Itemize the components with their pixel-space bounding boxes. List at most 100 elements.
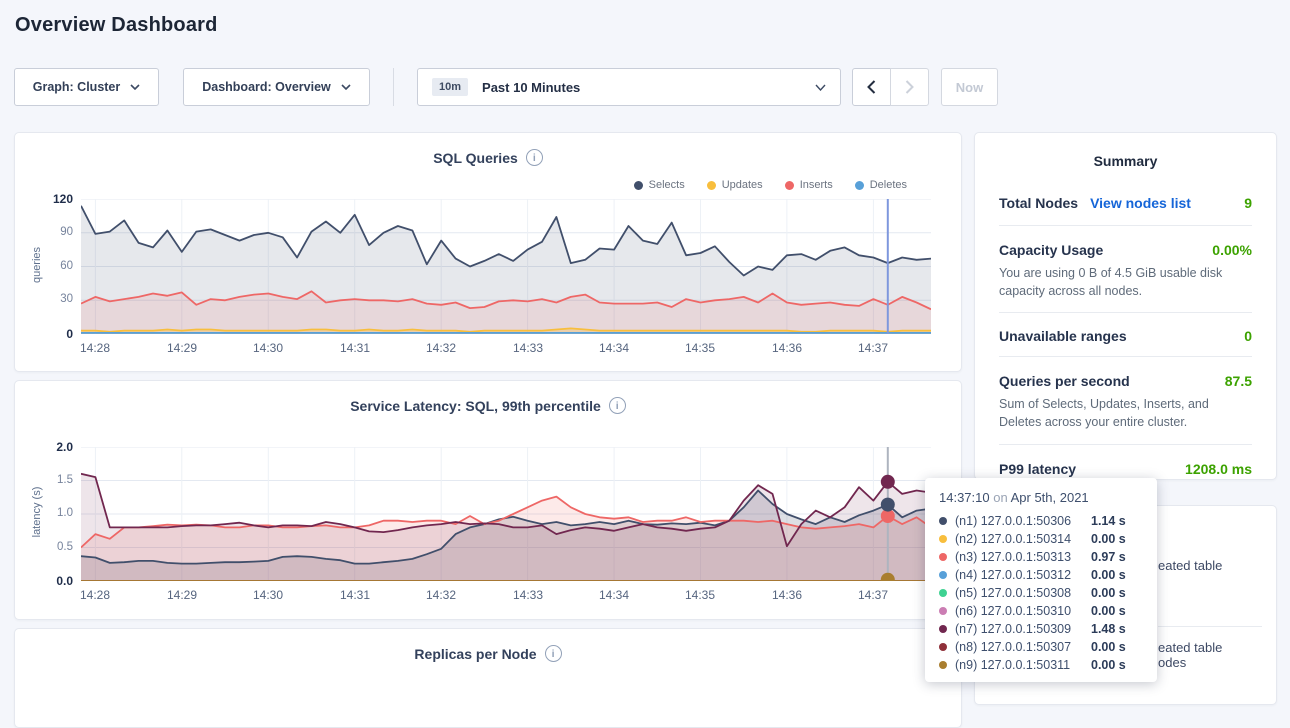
node-latency-value: 0.97 s bbox=[1091, 550, 1126, 564]
x-axis-tick: 14:37 bbox=[857, 341, 889, 355]
node-latency-value: 1.14 s bbox=[1091, 514, 1126, 528]
x-axis-tick: 14:29 bbox=[166, 341, 198, 355]
x-axis-tick: 14:28 bbox=[79, 341, 111, 355]
x-axis-tick: 14:35 bbox=[684, 341, 716, 355]
tooltip-node-row: (n5) 127.0.0.1:50308 0.00 s bbox=[939, 584, 1143, 602]
tooltip-node-row: (n9) 127.0.0.1:50311 0.00 s bbox=[939, 656, 1143, 674]
legend-dot bbox=[633, 180, 643, 190]
node-color-dot bbox=[939, 571, 947, 579]
info-icon[interactable]: i bbox=[544, 645, 562, 662]
chart-legend: Selects Updates Inserts Deletes bbox=[633, 179, 907, 191]
view-nodes-list-link[interactable]: View nodes list bbox=[1090, 195, 1191, 211]
capacity-usage-description: You are using 0 B of 4.5 GiB usable disk… bbox=[999, 266, 1223, 299]
time-range-badge: 10m bbox=[432, 78, 469, 96]
time-range-label: Past 10 Minutes bbox=[482, 79, 581, 95]
chevron-down-icon bbox=[130, 84, 140, 90]
y-axis-tick: 60 bbox=[60, 260, 73, 272]
legend-item[interactable]: Inserts bbox=[784, 179, 833, 191]
legend-item[interactable]: Updates bbox=[706, 179, 763, 191]
capacity-usage-row: Capacity Usage 0.00% bbox=[975, 242, 1276, 258]
y-axis-tick: 0 bbox=[66, 327, 73, 341]
x-axis-tick: 14:32 bbox=[425, 341, 457, 355]
event-item-text: odes bbox=[1158, 655, 1187, 670]
node-color-dot bbox=[939, 517, 947, 525]
chart-title: SQL Queries bbox=[433, 149, 518, 166]
chart-title: Service Latency: SQL, 99th percentile bbox=[350, 397, 601, 414]
node-address: (n8) 127.0.0.1:50307 bbox=[955, 640, 1072, 654]
node-color-dot bbox=[939, 535, 947, 543]
divider bbox=[1158, 626, 1262, 627]
x-axis-tick: 14:28 bbox=[79, 588, 111, 602]
legend-item[interactable]: Selects bbox=[633, 179, 685, 191]
x-axis-tick: 14:36 bbox=[771, 341, 803, 355]
prev-range-button[interactable] bbox=[852, 68, 891, 106]
capacity-usage-value: 0.00% bbox=[1212, 242, 1252, 258]
queries-per-second-value: 87.5 bbox=[1224, 373, 1252, 390]
info-icon[interactable]: i bbox=[525, 149, 543, 166]
dashboard-dropdown[interactable]: Dashboard: Overview bbox=[183, 68, 370, 106]
total-nodes-label: Total Nodes bbox=[999, 195, 1079, 211]
node-color-dot bbox=[939, 589, 947, 597]
chevron-down-icon bbox=[341, 84, 351, 90]
total-nodes-row: Total Nodes View nodes list 9 bbox=[975, 195, 1276, 211]
event-item-text: eated table bbox=[1158, 558, 1223, 573]
toolbar-divider bbox=[393, 68, 394, 106]
x-axis-tick: 14:31 bbox=[339, 341, 371, 355]
tooltip-node-row: (n8) 127.0.0.1:50307 0.00 s bbox=[939, 638, 1143, 656]
node-latency-value: 0.00 s bbox=[1091, 640, 1126, 654]
info-icon[interactable]: i bbox=[608, 397, 626, 414]
legend-item[interactable]: Deletes bbox=[854, 179, 907, 191]
latency-chart-plot[interactable] bbox=[80, 446, 932, 587]
node-address: (n5) 127.0.0.1:50308 bbox=[955, 586, 1072, 600]
legend-label: Updates bbox=[721, 179, 763, 191]
legend-dot bbox=[706, 180, 716, 190]
divider bbox=[999, 356, 1252, 358]
y-axis-tick: 1.5 bbox=[57, 474, 73, 486]
time-range-picker[interactable]: 10m Past 10 Minutes bbox=[417, 68, 841, 106]
node-address: (n9) 127.0.0.1:50311 bbox=[955, 658, 1071, 672]
node-color-dot bbox=[939, 643, 947, 651]
graph-dropdown-label: Graph: Cluster bbox=[32, 80, 121, 94]
tooltip-node-row: (n6) 127.0.0.1:50310 0.00 s bbox=[939, 602, 1143, 620]
next-range-button[interactable] bbox=[890, 68, 929, 106]
tooltip-node-row: (n1) 127.0.0.1:50306 1.14 s bbox=[939, 512, 1143, 530]
node-color-dot bbox=[939, 625, 947, 633]
tooltip-timestamp: 14:37:10 on Apr 5th, 2021 bbox=[939, 490, 1143, 505]
now-button[interactable]: Now bbox=[941, 68, 998, 106]
x-axis-tick: 14:37 bbox=[857, 588, 889, 602]
divider bbox=[999, 225, 1252, 226]
unavailable-ranges-value: 0 bbox=[1244, 328, 1252, 345]
node-latency-value: 1.48 s bbox=[1091, 622, 1126, 636]
node-color-dot bbox=[939, 553, 947, 561]
queries-per-second-label: Queries per second bbox=[999, 373, 1130, 390]
x-axis-tick: 14:31 bbox=[339, 588, 371, 602]
x-axis-tick: 14:32 bbox=[425, 588, 457, 602]
y-axis-tick: 1.0 bbox=[57, 507, 73, 519]
y-axis-tick: 30 bbox=[60, 293, 73, 305]
summary-card: Summary Total Nodes View nodes list 9 Ca… bbox=[974, 132, 1277, 480]
x-axis-tick: 14:34 bbox=[598, 341, 630, 355]
p99-latency-row: P99 latency 1208.0 ms bbox=[975, 461, 1276, 477]
tooltip-date: Apr 5th, 2021 bbox=[1010, 490, 1089, 505]
tooltip-node-row: (n4) 127.0.0.1:50312 0.00 s bbox=[939, 566, 1143, 584]
x-axis-tick: 14:33 bbox=[512, 341, 544, 355]
sql-chart-plot[interactable] bbox=[80, 198, 932, 335]
divider bbox=[999, 312, 1252, 314]
graph-dropdown[interactable]: Graph: Cluster bbox=[14, 68, 159, 106]
legend-label: Deletes bbox=[869, 179, 907, 191]
p99-latency-value: 1208.0 ms bbox=[1185, 460, 1252, 477]
x-axis-tick: 14:30 bbox=[252, 588, 284, 602]
x-axis-tick: 14:33 bbox=[512, 588, 544, 602]
node-address: (n1) 127.0.0.1:50306 bbox=[955, 514, 1072, 528]
x-axis-tick: 14:34 bbox=[598, 588, 630, 602]
chevron-left-icon bbox=[867, 80, 876, 94]
node-latency-value: 0.00 s bbox=[1091, 586, 1126, 600]
node-color-dot bbox=[939, 661, 947, 669]
y-axis-label: latency (s) bbox=[31, 486, 43, 538]
event-item-text: eated table bbox=[1158, 640, 1223, 655]
x-axis-tick: 14:35 bbox=[684, 588, 716, 602]
tooltip-node-row: (n3) 127.0.0.1:50313 0.97 s bbox=[939, 548, 1143, 566]
divider bbox=[999, 443, 1252, 445]
x-axis-tick: 14:30 bbox=[252, 341, 284, 355]
node-address: (n2) 127.0.0.1:50314 bbox=[955, 532, 1072, 546]
